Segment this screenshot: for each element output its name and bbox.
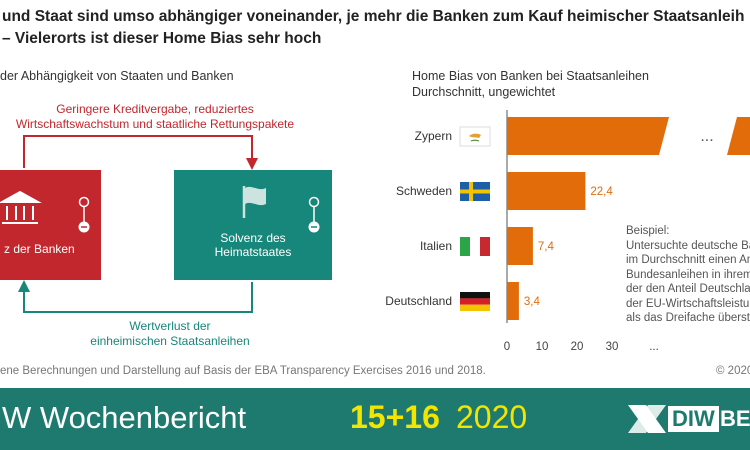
flag-sweden-icon bbox=[460, 182, 490, 201]
copyright-note: © 2020 bbox=[716, 365, 750, 377]
state-plus-minus-icon bbox=[308, 196, 320, 233]
category-label: Schweden bbox=[396, 184, 452, 198]
top-arrowhead bbox=[246, 158, 258, 170]
bar-break bbox=[659, 117, 692, 155]
bank-icon bbox=[0, 190, 42, 224]
example-line-1: Beispiel: bbox=[626, 225, 670, 237]
flag-italy-icon bbox=[460, 237, 490, 256]
bottom-arrow bbox=[23, 282, 253, 313]
chart-subtitle: Durchschnitt, ungewichtet bbox=[412, 85, 556, 99]
example-line-7: als das Dreifache überste bbox=[626, 312, 750, 324]
top-arrow-label-line2: Wirtschaftswachstum und staatliche Rettu… bbox=[15, 117, 295, 131]
example-line-5: der den Anteil Deutschlan bbox=[626, 283, 750, 295]
bank-box-label: z der Banken bbox=[4, 242, 75, 256]
footer-bar: W Wochenbericht 15+16 2020 DIW BE bbox=[0, 388, 750, 450]
bar bbox=[507, 172, 586, 210]
data-label: 22,4 bbox=[590, 186, 613, 198]
page-title: und Staat sind umso abhängiger voneinand… bbox=[0, 6, 750, 50]
x-tick-label: 0 bbox=[504, 341, 510, 353]
bar-break bbox=[697, 117, 737, 155]
flag-icon bbox=[242, 186, 266, 218]
category-label: Zypern bbox=[415, 129, 452, 143]
category-label: Deutschland bbox=[385, 294, 452, 308]
state-box-label-line2: Heimatstaates bbox=[215, 245, 292, 259]
break-symbol: ... bbox=[700, 128, 713, 145]
doom-loop-diagram: z der Banken Solvenz des Heimatstaates bbox=[0, 135, 332, 313]
footer-brand: W Wochenbericht bbox=[2, 400, 247, 435]
top-arrow-label-line1: Geringere Kreditvergabe, reduziertes bbox=[56, 102, 254, 116]
home-bias-bar-chart: Zypern ... Schweden 22,4 Italien 7,4 Deutschla… bbox=[385, 110, 750, 353]
title-line-2: – Vielerorts ist dieser Home Bias sehr h… bbox=[2, 30, 322, 47]
example-line-6: der EU-Wirtschaftsleistung bbox=[626, 297, 750, 310]
example-line-4: Bundesanleihen in ihrem bbox=[626, 268, 750, 281]
x-tick-label: 30 bbox=[606, 341, 619, 353]
example-line-3: im Durchschnitt einen Ant bbox=[626, 254, 750, 266]
title-line-1: und Staat sind umso abhängiger voneinand… bbox=[2, 8, 745, 25]
bottom-arrow-label-line1: Wertverlust der bbox=[129, 319, 211, 333]
example-line-2: Untersuchte deutsche Bank bbox=[626, 239, 750, 252]
flag-cyprus-icon bbox=[459, 126, 491, 147]
footer-issue-number: 15+16 bbox=[350, 399, 440, 435]
example-annotation: Beispiel: Untersuchte deutsche Bank im D… bbox=[626, 224, 750, 326]
bottom-arrowhead bbox=[18, 280, 30, 292]
source-note: ene Berechnungen und Darstellung auf Bas… bbox=[0, 365, 486, 377]
data-label: 7,4 bbox=[538, 241, 555, 253]
bar bbox=[507, 227, 533, 265]
x-tick-label: 10 bbox=[536, 341, 549, 353]
diw-logo-mark-icon bbox=[628, 405, 666, 433]
diw-logo-text: DIW bbox=[668, 406, 719, 432]
top-arrow bbox=[23, 135, 253, 168]
data-label: 3,4 bbox=[524, 296, 541, 308]
diw-logo-tail: BE bbox=[720, 406, 750, 431]
flag-germany-icon bbox=[460, 292, 490, 311]
bank-plus-minus-icon bbox=[78, 196, 90, 233]
state-box-label-line1: Solvenz des bbox=[220, 231, 285, 245]
bar bbox=[507, 117, 682, 155]
left-heading: der Abhängigkeit von Staaten und Banken bbox=[0, 69, 234, 83]
category-label: Italien bbox=[420, 239, 452, 253]
diw-logo: DIW BE bbox=[628, 404, 750, 436]
bottom-arrow-label-line2: einheimischen Staatsanleihen bbox=[90, 334, 250, 348]
x-tick-label: 20 bbox=[571, 341, 584, 353]
footer-issue-year: 2020 bbox=[456, 399, 528, 435]
chart-title: Home Bias von Banken bei Staatsanleihen bbox=[412, 69, 649, 83]
x-tick-label: ... bbox=[649, 341, 659, 353]
bar bbox=[507, 282, 519, 320]
